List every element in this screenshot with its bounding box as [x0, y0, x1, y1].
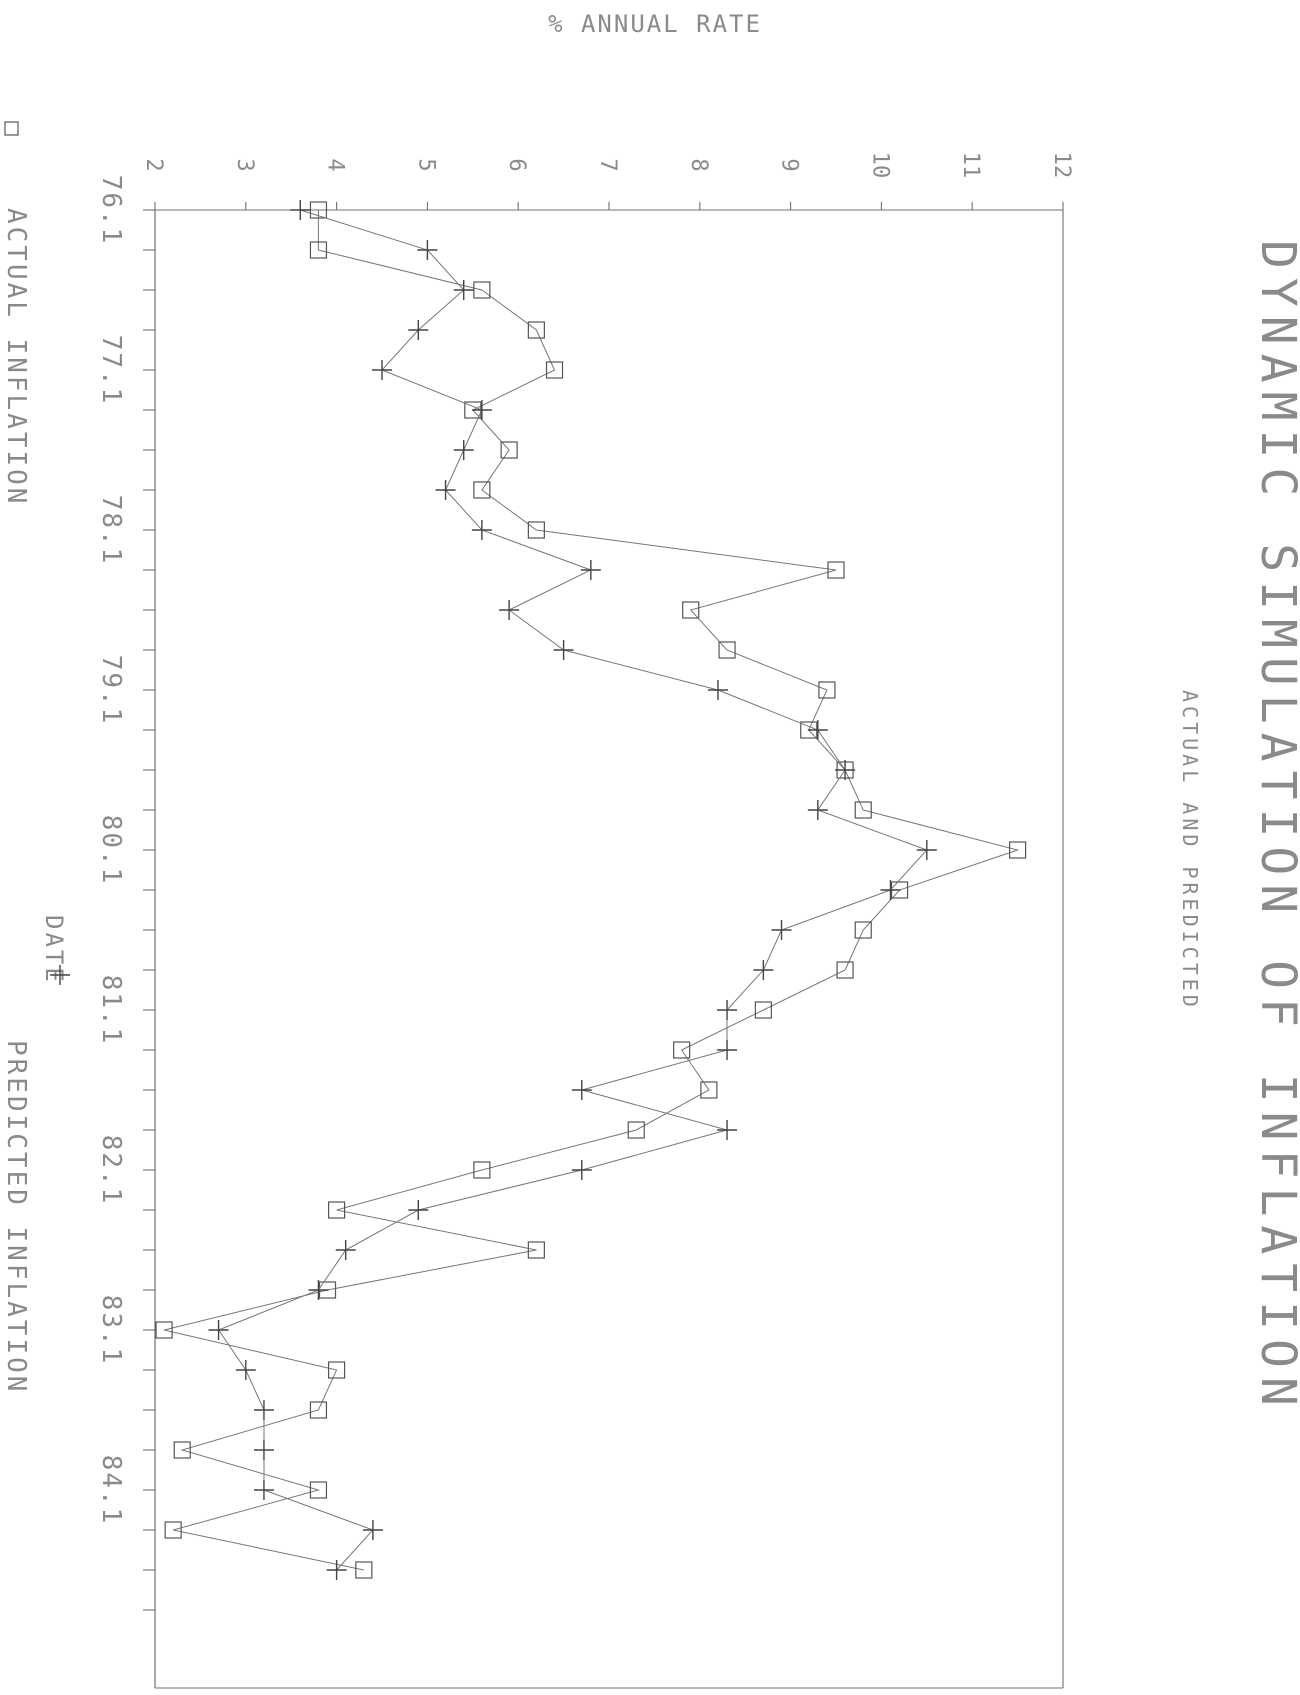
- y-axis-label: % ANNUAL RATE: [548, 10, 762, 38]
- predicted-point-plus: [208, 1320, 229, 1340]
- actual-point-square: [164, 1521, 182, 1539]
- predicted-point-plus: [916, 840, 937, 860]
- actual-point-square: [309, 1481, 328, 1499]
- actual-point-square: [328, 1361, 346, 1379]
- legend-actual-label: ACTUAL INFLATION: [1, 208, 31, 506]
- y-tick-label: 12: [1049, 152, 1074, 179]
- predicted-point-plus: [471, 400, 492, 420]
- predicted-point-plus: [290, 200, 311, 220]
- predicted-point-plus: [435, 480, 456, 500]
- predicted-point-plus: [235, 1360, 256, 1380]
- plot-area: 2 3 4 5 6 7 8 9 10 11 12 76.1 77.1 78.1 79.1 80.1 81.1 82…: [96, 152, 1074, 1689]
- x-tick-label: 76.1: [96, 175, 126, 246]
- y-tick-label: 11: [958, 152, 983, 179]
- predicted-point-plus: [326, 1560, 347, 1580]
- y-tick-label: 9: [777, 158, 802, 171]
- predicted-point-plus: [753, 960, 774, 980]
- actual-point-square: [473, 481, 491, 499]
- y-tick-label: 4: [323, 158, 348, 171]
- predicted-point-plus: [580, 560, 601, 580]
- x-tick-label: 81.1: [96, 975, 126, 1046]
- actual-point-square: [500, 441, 518, 459]
- predicted-point-plus: [253, 1480, 274, 1500]
- predicted-point-plus: [807, 800, 828, 820]
- actual-point-square: [827, 561, 845, 579]
- actual-point-square: [854, 921, 872, 939]
- predicted-point-plus: [571, 1080, 592, 1100]
- actual-point-square: [173, 1441, 191, 1459]
- actual-point-square: [473, 281, 491, 299]
- predicted-point-plus: [553, 640, 574, 660]
- y-tick-label: 3: [232, 158, 257, 171]
- series-line-1: [217, 209, 928, 1571]
- predicted-point-plus: [717, 1040, 738, 1060]
- actual-point-square: [527, 321, 545, 339]
- actual-point-square: [309, 201, 328, 219]
- y-tick-label: 7: [595, 158, 620, 171]
- predicted-point-plus: [571, 1160, 592, 1180]
- actual-point-square: [527, 1241, 545, 1259]
- y-tick-label: 10: [867, 152, 892, 179]
- legend-actual-square-icon: [4, 121, 19, 136]
- predicted-point-plus: [408, 1200, 429, 1220]
- predicted-point-plus: [372, 360, 392, 380]
- actual-point-square: [309, 1401, 328, 1419]
- x-tick-label: 79.1: [96, 655, 126, 726]
- actual-point-square: [673, 1041, 691, 1059]
- predicted-point-plus: [707, 680, 728, 700]
- actual-point-square: [682, 601, 700, 619]
- actual-point-square: [1008, 841, 1027, 859]
- actual-point-square: [328, 1201, 346, 1219]
- predicted-point-plus: [362, 1520, 383, 1540]
- predicted-point-plus: [771, 920, 792, 940]
- x-tick-label: 82.1: [96, 1135, 126, 1206]
- legend: ACTUAL INFLATION PREDICTED INFLATION: [1, 121, 70, 1394]
- actual-point-square: [545, 361, 564, 379]
- legend-predicted-label: PREDICTED INFLATION: [1, 1040, 31, 1394]
- actual-point-square: [355, 1561, 373, 1579]
- predicted-point-plus: [335, 1240, 356, 1260]
- y-tick-label: 5: [413, 158, 438, 171]
- actual-point-square: [627, 1121, 645, 1139]
- x-tick-label: 77.1: [96, 335, 126, 406]
- predicted-point-plus: [408, 320, 429, 340]
- actual-point-square: [155, 1321, 173, 1339]
- x-tick-label: 84.1: [96, 1455, 126, 1526]
- predicted-point-plus: [308, 1280, 329, 1300]
- predicted-point-plus: [835, 760, 856, 780]
- actual-point-square: [718, 641, 736, 659]
- actual-point-square: [527, 521, 545, 539]
- actual-point-square: [754, 1001, 772, 1019]
- predicted-point-plus: [417, 240, 438, 260]
- predicted-point-plus: [880, 880, 901, 900]
- predicted-point-plus: [717, 1120, 738, 1140]
- predicted-point-plus: [253, 1400, 274, 1420]
- actual-point-square: [309, 241, 328, 259]
- predicted-point-plus: [453, 440, 474, 460]
- y-tick-label: 2: [141, 158, 166, 171]
- predicted-point-plus: [717, 1000, 738, 1020]
- predicted-point-plus: [253, 1440, 274, 1460]
- actual-point-square: [473, 1161, 491, 1179]
- y-tick-label: 8: [686, 158, 711, 171]
- predicted-point-plus: [807, 720, 828, 740]
- y-tick-label: 6: [504, 158, 529, 171]
- chart-title: DYNAMIC SIMULATION OF INFLATION: [1250, 240, 1300, 1415]
- series-layer: [155, 200, 1027, 1580]
- legend-predicted-plus-icon: [50, 965, 70, 985]
- actual-point-square: [854, 801, 872, 819]
- x-tick-label: 80.1: [96, 815, 126, 886]
- x-axis-label: DATE: [40, 915, 68, 985]
- predicted-point-plus: [471, 520, 492, 540]
- actual-point-square: [818, 681, 836, 699]
- actual-point-square: [836, 961, 854, 979]
- x-tick-label: 78.1: [96, 495, 126, 566]
- predicted-point-plus: [499, 600, 520, 620]
- x-tick-label: 83.1: [96, 1295, 126, 1366]
- chart-subtitle: ACTUAL AND PREDICTED: [1178, 690, 1202, 1011]
- actual-point-square: [700, 1081, 718, 1099]
- predicted-point-plus: [453, 280, 474, 300]
